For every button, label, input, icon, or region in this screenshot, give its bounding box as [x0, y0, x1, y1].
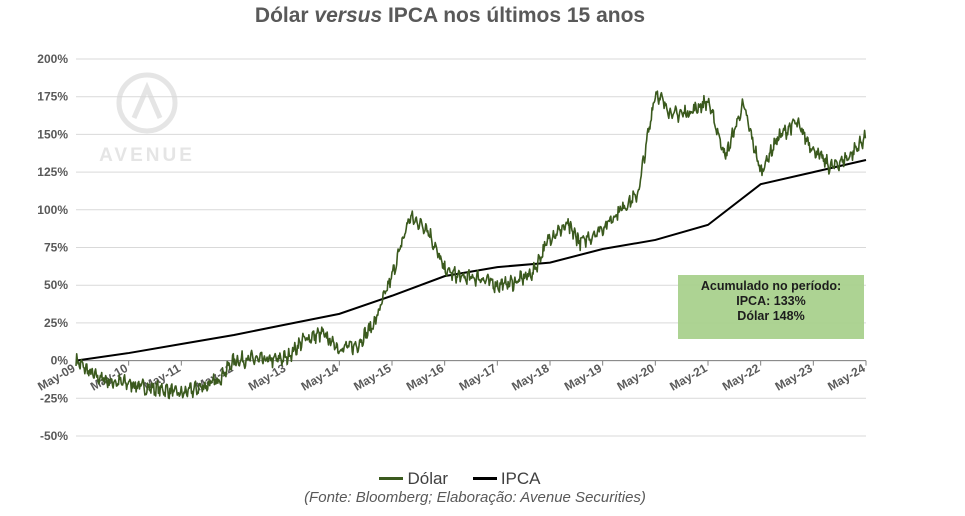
- x-tick-label: May-16: [404, 361, 447, 394]
- legend-label-ipca: IPCA: [500, 468, 541, 488]
- legend-item-ipca: IPCA: [472, 468, 541, 489]
- annotation-line-1: Acumulado no período:: [700, 279, 842, 293]
- x-tick-label: May-19: [562, 361, 605, 394]
- y-tick-label: 50%: [44, 278, 68, 292]
- legend-label-dolar: Dólar: [407, 468, 449, 488]
- y-tick-label: 100%: [37, 203, 68, 217]
- y-tick-label: 175%: [37, 90, 68, 104]
- y-tick-label: -50%: [40, 429, 68, 443]
- annotation-line-2: IPCA: 133%: [736, 294, 806, 308]
- avenue-logo-icon: [116, 72, 178, 134]
- y-tick-label: 0%: [51, 354, 69, 368]
- y-tick-label: 25%: [44, 316, 68, 330]
- x-tick-label: May-14: [299, 361, 342, 394]
- x-tick-label: May-21: [667, 361, 710, 394]
- x-tick-label: May-24: [825, 361, 868, 394]
- legend-item-dolar: Dólar: [379, 469, 448, 489]
- x-tick-label: May-17: [457, 361, 500, 394]
- avenue-watermark: AVENUE: [92, 68, 202, 167]
- chart-title: Dólar versus IPCA nos últimos 15 anos: [254, 4, 646, 27]
- y-tick-label: 150%: [37, 127, 68, 141]
- x-tick-label: May-18: [509, 361, 552, 394]
- annotation-line-3: Dólar 148%: [737, 309, 805, 323]
- series-line-ipca: [75, 159, 867, 362]
- series-line-dolar: [75, 90, 867, 400]
- source-note: (Fonte: Bloomberg; Elaboração: Avenue Se…: [304, 489, 646, 506]
- x-tick-label: May-15: [351, 361, 394, 394]
- annotation-box: Acumulado no período: IPCA: 133% Dólar 1…: [678, 275, 864, 339]
- y-tick-label: 200%: [37, 52, 68, 66]
- y-tick-label: -25%: [40, 391, 68, 405]
- legend: Dólar IPCA: [0, 465, 920, 489]
- x-tick-label: May-20: [615, 361, 658, 394]
- watermark-text: AVENUE: [99, 145, 195, 166]
- legend-swatch-dolar: [379, 477, 404, 480]
- x-tick-label: May-22: [720, 361, 763, 394]
- x-tick-label: May-23: [773, 361, 816, 394]
- legend-swatch-ipca: [472, 477, 497, 480]
- y-tick-label: 75%: [44, 241, 68, 255]
- y-tick-label: 125%: [37, 165, 68, 179]
